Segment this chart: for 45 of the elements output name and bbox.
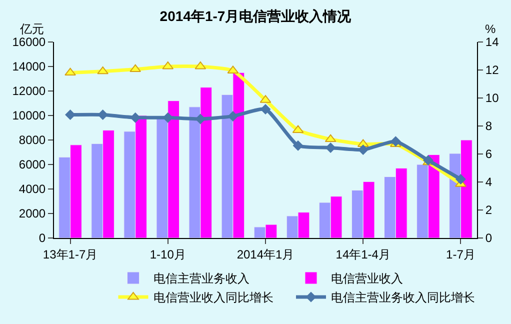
point [390,136,401,146]
point [130,64,142,72]
legend-label: 电信主营业务收入同比增长 [331,290,475,305]
point [260,104,271,114]
point [358,144,368,155]
y-tick-label: 2000 [18,206,46,221]
x-tick-label: 14年1-4月 [336,247,390,262]
y2-tick-label: 14 [485,35,500,50]
point [324,134,336,142]
point [228,111,238,122]
y2-axis-title: % [485,22,496,36]
point [162,112,173,123]
x-tick-label: 1-10月 [150,247,186,262]
x-tick-label: 13年1-7月 [42,247,98,262]
point [64,68,76,76]
y-tick-label: 6000 [18,158,46,172]
y2-tick-label: 0 [485,231,492,246]
y-tick-label: 12000 [12,84,46,98]
x-tick-label: 1-7月 [446,247,476,262]
point [98,110,108,120]
y2-tick-label: 6 [485,147,492,162]
chart-title: 2014年1-7月电信营业收入情况 [160,8,352,24]
y2-tick-label: 12 [485,63,500,78]
point [326,142,336,153]
y-tick-label: 4000 [18,182,46,196]
y2-tick-label: 8 [485,119,492,134]
point [65,110,76,120]
y-tick-label: 8000 [18,133,46,148]
point [195,114,206,124]
x-tick-label: 2014年1月 [236,247,294,262]
y2-tick-label: 2 [485,203,492,218]
point [292,140,304,151]
y2-tick-label: 10 [485,91,500,106]
legend-label: 电信营业收入 [331,272,403,286]
point [456,174,466,184]
point [130,112,140,123]
legend-label: 电信营业收入同比增长 [153,290,274,305]
y-tick-label: 14000 [12,60,46,74]
y2-tick-label: 4 [485,175,492,190]
y-axis-title: 亿元 [19,22,44,36]
y-tick-label: 16000 [12,35,46,50]
legend-label: 电信主营业务收入 [153,272,250,286]
y-tick-label: 0 [38,231,46,246]
point [97,66,109,74]
y-tick-label: 10000 [12,108,46,123]
